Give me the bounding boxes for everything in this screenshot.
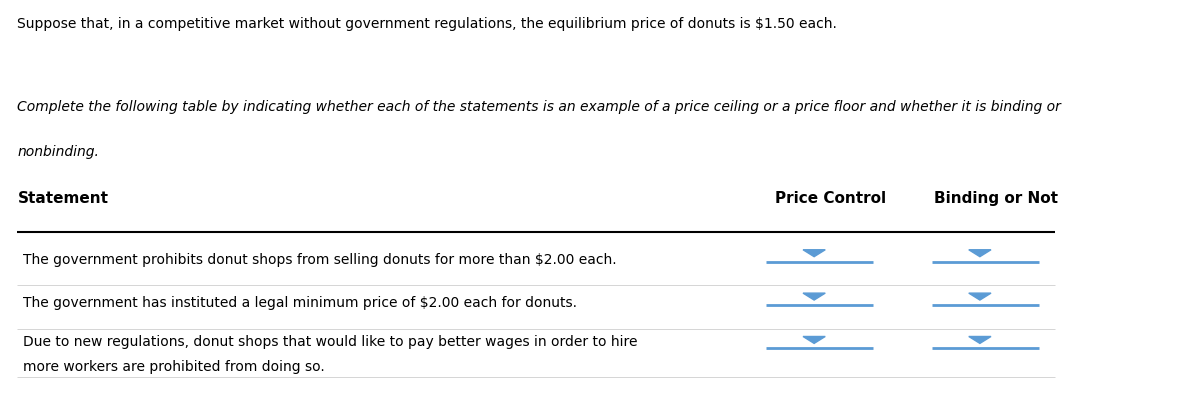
Text: Suppose that, in a competitive market without government regulations, the equili: Suppose that, in a competitive market wi… (18, 17, 838, 31)
Polygon shape (803, 337, 826, 343)
Text: Price Control: Price Control (775, 191, 886, 206)
Polygon shape (803, 250, 826, 257)
Polygon shape (968, 250, 991, 257)
Text: Statement: Statement (18, 191, 108, 206)
Text: Complete the following table by indicating whether each of the statements is an : Complete the following table by indicati… (18, 100, 1061, 114)
Text: Due to new regulations, donut shops that would like to pay better wages in order: Due to new regulations, donut shops that… (23, 335, 637, 349)
Polygon shape (968, 337, 991, 343)
Text: The government has instituted a legal minimum price of $2.00 each for donuts.: The government has instituted a legal mi… (23, 296, 577, 310)
Polygon shape (968, 293, 991, 300)
Text: Binding or Not: Binding or Not (934, 191, 1058, 206)
Text: The government prohibits donut shops from selling donuts for more than $2.00 eac: The government prohibits donut shops fro… (23, 252, 617, 267)
Polygon shape (803, 293, 826, 300)
Text: more workers are prohibited from doing so.: more workers are prohibited from doing s… (23, 360, 324, 374)
Text: nonbinding.: nonbinding. (18, 145, 100, 159)
